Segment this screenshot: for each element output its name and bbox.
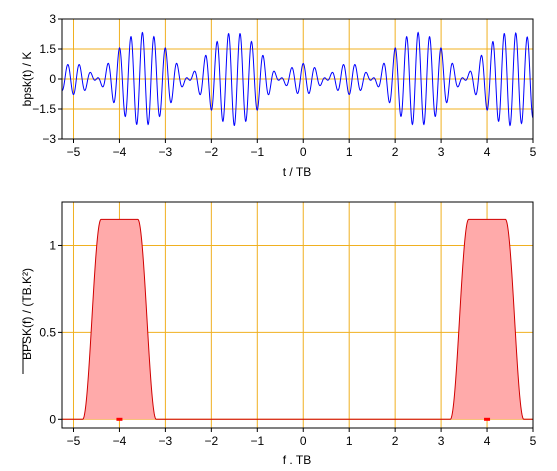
y-tick-label: 0 (49, 412, 56, 426)
spectrum-plot-frame (61, 201, 534, 429)
x-tick-label: 3 (438, 145, 445, 159)
x-tick-label: −1 (250, 145, 264, 159)
x-tick-label: 0 (300, 145, 307, 159)
x-tick-label: 2 (392, 434, 399, 448)
y-tick-label: 3 (49, 12, 56, 26)
y-tick-label: −3 (42, 132, 56, 146)
x-tick-label: −5 (67, 145, 81, 159)
x-tick-label: −1 (250, 434, 264, 448)
x-tick-label: 1 (346, 145, 353, 159)
x-tick-label: 1 (346, 434, 353, 448)
time-signal-series (61, 31, 534, 127)
y-tick-label: 0.5 (39, 325, 56, 339)
time-x-axis-label: t / TB (283, 165, 311, 179)
x-tick-label: −4 (113, 145, 127, 159)
spectrum-series (62, 218, 533, 421)
x-tick-label: 0 (300, 434, 307, 448)
x-tick-label: −2 (204, 145, 218, 159)
x-tick-label: 3 (438, 434, 445, 448)
spectrum-x-axis-label: f . TB (283, 453, 311, 467)
x-tick-label: −2 (204, 434, 218, 448)
x-tick-label: 4 (484, 434, 491, 448)
x-tick-label: 5 (530, 145, 537, 159)
spectrum-y-axis-label: BPSK(f) / (TB.K²) (20, 268, 34, 360)
x-tick-label: −3 (159, 434, 173, 448)
x-tick-label: 4 (484, 145, 491, 159)
time-y-tick-labels: −3 −1.5 0 1.5 3 (32, 12, 62, 146)
y-tick-label: 1.5 (39, 42, 56, 56)
time-x-tick-labels: −5 −4 −3 −2 −1 0 1 2 3 4 5 (67, 139, 537, 159)
spectrum-area-fill (62, 219, 533, 420)
spectrum-chart: −5 −4 −3 −2 −1 0 1 2 3 4 5 00.51 f . TB BPSK(f) / … (20, 201, 537, 467)
x-tick-label: −3 (159, 145, 173, 159)
time-signal-line (61, 31, 534, 127)
x-tick-label: 2 (392, 145, 399, 159)
time-domain-chart: −5 −4 −3 −2 −1 0 1 2 3 4 5 −3 −1.5 0 1.5 3 t / TB bpsk… (20, 12, 537, 179)
y-tick-label: −1.5 (32, 102, 56, 116)
y-tick-label: 0 (49, 72, 56, 86)
x-tick-label: −5 (67, 434, 81, 448)
y-tick-label: 1 (49, 238, 56, 252)
x-tick-label: −4 (113, 434, 127, 448)
spectrum-x-tick-labels: −5 −4 −3 −2 −1 0 1 2 3 4 5 (67, 428, 537, 448)
x-tick-label: 5 (530, 434, 537, 448)
time-y-axis-label: bpsk(t) / K (20, 52, 34, 107)
spectrum-edge-line (62, 218, 533, 420)
spectrum-y-tick-labels: 00.51 (39, 238, 62, 426)
